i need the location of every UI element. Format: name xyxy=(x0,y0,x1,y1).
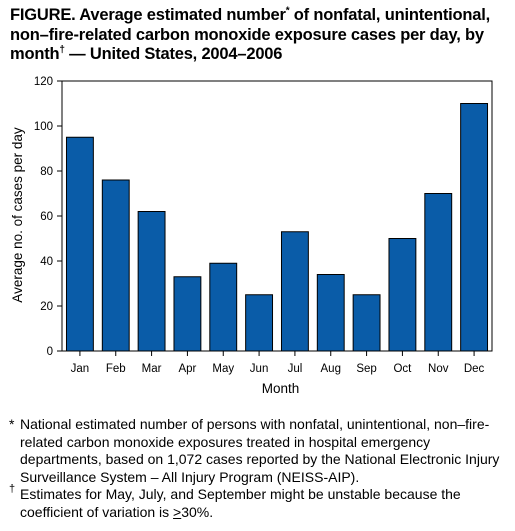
bar xyxy=(101,179,130,352)
bar xyxy=(65,136,94,352)
x-tick-label: Jun xyxy=(250,363,269,375)
bar xyxy=(424,193,453,352)
footnotes: * National estimated number of persons w… xyxy=(9,416,509,521)
y-tick-label: 60 xyxy=(40,211,53,223)
greater-equal-symbol: > xyxy=(173,503,182,520)
x-tick-label: Jul xyxy=(288,363,303,375)
x-tick-label: Jan xyxy=(71,363,90,375)
bar xyxy=(137,211,166,352)
y-tick-label: 80 xyxy=(40,166,53,178)
bar xyxy=(173,276,202,352)
x-tick-label: May xyxy=(212,363,234,375)
y-axis-title: Average no. of cases per day xyxy=(10,127,25,303)
footnote-asterisk-mark: * xyxy=(9,416,15,432)
x-tick-label: Sep xyxy=(356,363,376,375)
footnote-asterisk-text: National estimated number of persons wit… xyxy=(20,416,500,485)
bar xyxy=(460,103,489,352)
y-tick-label: 20 xyxy=(40,301,53,313)
x-tick-label: Oct xyxy=(393,363,412,375)
x-tick-label: Feb xyxy=(106,363,126,375)
footnote-asterisk: * National estimated number of persons w… xyxy=(9,416,509,486)
bar xyxy=(209,262,238,352)
x-tick-label: Aug xyxy=(321,363,341,375)
title-asterisk: * xyxy=(285,5,290,17)
x-tick-label: Dec xyxy=(464,363,485,375)
x-tick-label: Nov xyxy=(428,363,449,375)
footnote-dagger: † Estimates for May, July, and September… xyxy=(9,483,461,520)
y-tick-label: 120 xyxy=(34,76,53,88)
bar-chart: 0 20 40 60 80 100 120 Jan Feb Mar Apr May Jun Jul Aug S… xyxy=(10,76,493,396)
plot-area: 0 20 40 60 80 100 120 Jan Feb Mar Apr May Jun Jul Aug S… xyxy=(34,76,493,375)
title-dagger: † xyxy=(59,44,65,56)
y-tick-label: 40 xyxy=(40,256,53,268)
bar xyxy=(280,231,309,352)
bar xyxy=(316,274,345,352)
x-axis-title: Month xyxy=(262,381,300,396)
x-tick-label: Apr xyxy=(178,363,196,375)
bar xyxy=(245,294,274,352)
y-tick-label: 100 xyxy=(34,121,53,133)
bar xyxy=(352,294,381,352)
bar xyxy=(388,238,417,352)
footnote-dagger-text: Estimates for May, July, and September m… xyxy=(20,486,461,520)
chart-title: FIGURE. Average estimated number* of non… xyxy=(10,5,491,63)
footnote-dagger-mark: † xyxy=(9,483,16,495)
x-tick-label: Mar xyxy=(142,363,162,375)
y-tick-label: 0 xyxy=(47,346,53,358)
